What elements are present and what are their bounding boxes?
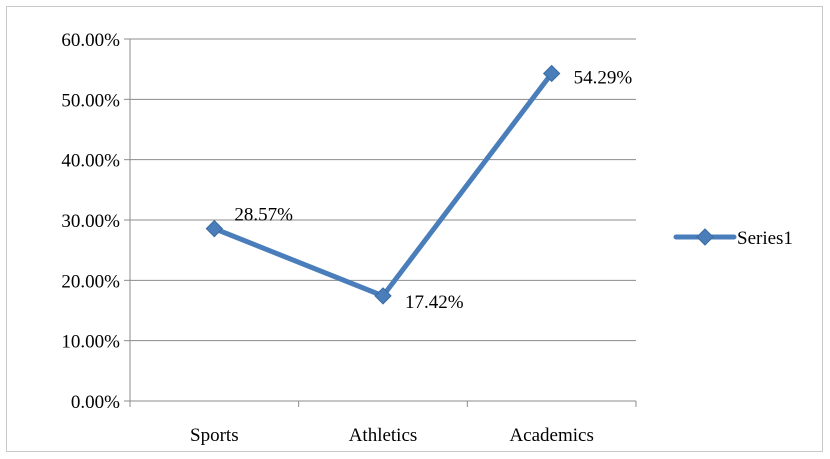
x-tick-label: Academics xyxy=(509,425,593,446)
x-tick-label: Athletics xyxy=(349,425,418,446)
chart-frame xyxy=(6,6,823,452)
y-tick-label: 60.00% xyxy=(61,30,120,51)
data-label: 28.57% xyxy=(234,205,293,226)
data-label: 54.29% xyxy=(574,67,633,88)
axes xyxy=(124,38,637,407)
y-tick-label: 40.00% xyxy=(61,151,120,172)
data-label: 17.42% xyxy=(405,292,464,313)
legend-marker xyxy=(696,228,714,246)
series-layer xyxy=(205,64,561,305)
data-point-marker xyxy=(374,287,392,305)
y-tick-label: 50.00% xyxy=(61,90,120,111)
x-tick-label: Sports xyxy=(190,425,239,446)
y-tick-labels: 0.00% 10.00% 20.00% 30.00% 40.00% 50.00% 60.00… xyxy=(61,30,120,413)
y-tick-label: 20.00% xyxy=(61,271,120,292)
legend: Series1 xyxy=(673,228,793,249)
data-point-marker xyxy=(205,219,224,238)
data-point-marker xyxy=(542,64,561,83)
y-tick-label: 30.00% xyxy=(61,211,120,232)
y-tick-label: 10.00% xyxy=(61,332,120,353)
x-tick-labels: Sports Athletics Academics xyxy=(190,425,594,446)
y-tick-label: 0.00% xyxy=(71,392,120,413)
data-labels: 28.57% 17.42% 54.29% xyxy=(234,67,632,312)
series-line xyxy=(211,70,555,299)
legend-label: Series1 xyxy=(737,228,793,249)
